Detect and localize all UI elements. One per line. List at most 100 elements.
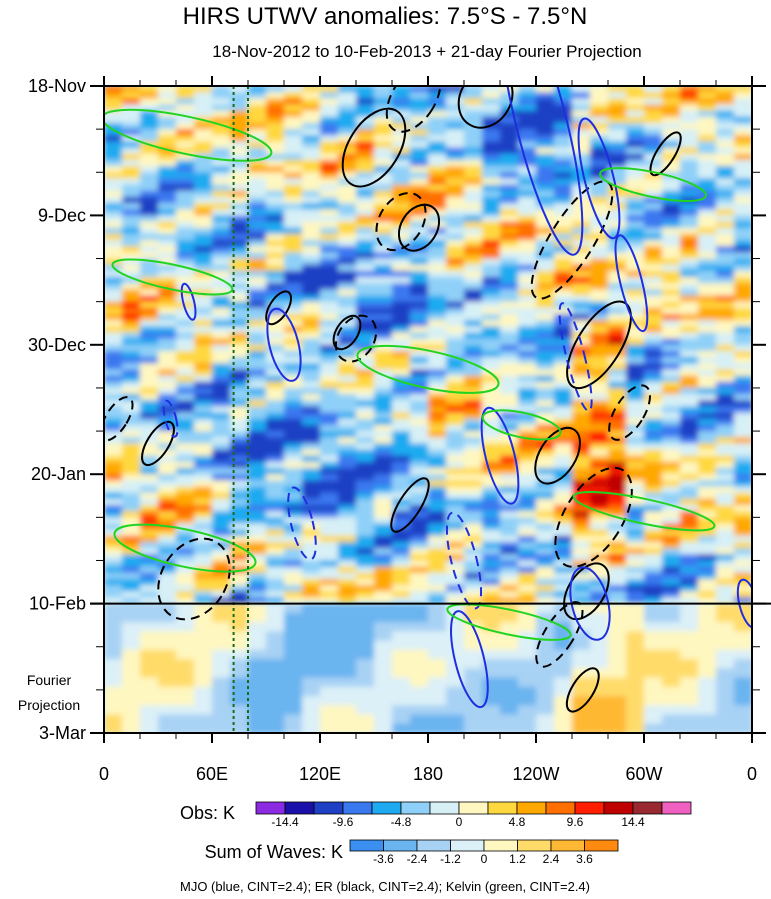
heatmap-cell xyxy=(320,381,339,389)
heatmap-cell xyxy=(410,98,429,106)
heatmap-cell xyxy=(626,387,645,395)
heatmap-cell xyxy=(284,535,303,543)
heatmap-cell xyxy=(734,135,752,143)
heatmap-cell xyxy=(176,203,195,211)
heatmap-cell xyxy=(500,535,519,543)
heatmap-cell xyxy=(302,431,321,439)
projection-cell xyxy=(104,622,123,633)
heatmap-cell xyxy=(572,252,591,260)
heatmap-cell xyxy=(536,554,555,562)
heatmap-cell xyxy=(734,203,752,211)
heatmap-cell xyxy=(572,313,591,321)
heatmap-cell xyxy=(104,449,123,457)
heatmap-cell xyxy=(338,375,357,383)
heatmap-cell xyxy=(122,270,141,278)
heatmap-cell xyxy=(320,240,339,248)
heatmap-cell xyxy=(338,486,357,494)
heatmap-cell xyxy=(302,233,321,241)
heatmap-cell xyxy=(266,350,285,358)
heatmap-cell xyxy=(158,394,177,402)
heatmap-cell xyxy=(554,270,573,278)
heatmap-cell xyxy=(644,535,663,543)
heatmap-cell xyxy=(482,332,501,340)
projection-cell xyxy=(500,659,519,670)
heatmap-cell xyxy=(284,572,303,580)
heatmap-cell xyxy=(302,172,321,180)
heatmap-cell xyxy=(518,548,537,556)
heatmap-cell xyxy=(356,110,375,118)
projection-cell xyxy=(446,640,465,651)
heatmap-cell xyxy=(104,252,123,260)
heatmap-cell xyxy=(140,566,159,574)
heatmap-cell xyxy=(518,369,537,377)
heatmap-cell xyxy=(734,172,752,180)
heatmap-cell xyxy=(104,313,123,321)
heatmap-cell xyxy=(446,363,465,371)
heatmap-cell xyxy=(464,585,483,593)
heatmap-cell xyxy=(320,332,339,340)
heatmap-cell xyxy=(176,98,195,106)
heatmap-cell xyxy=(212,375,231,383)
heatmap-cell xyxy=(140,486,159,494)
projection-cell xyxy=(572,640,591,651)
heatmap-cell xyxy=(698,480,717,488)
heatmap-cell xyxy=(104,381,123,389)
projection-cell xyxy=(392,705,411,716)
heatmap-cell xyxy=(356,455,375,463)
heatmap-cell xyxy=(554,147,573,155)
heatmap-cell xyxy=(338,585,357,593)
heatmap-cell xyxy=(428,511,447,519)
projection-cell xyxy=(446,696,465,707)
heatmap-cell xyxy=(266,104,285,112)
heatmap-cell xyxy=(680,86,699,93)
heatmap-cell xyxy=(320,400,339,408)
heatmap-cell xyxy=(680,332,699,340)
heatmap-cell xyxy=(104,153,123,161)
heatmap-cell xyxy=(212,110,231,118)
heatmap-cell xyxy=(194,511,213,519)
heatmap-cell xyxy=(680,252,699,260)
heatmap-cell xyxy=(158,252,177,260)
heatmap-cell xyxy=(374,394,393,402)
heatmap-cell xyxy=(302,412,321,420)
heatmap-cell xyxy=(392,350,411,358)
heatmap-cell xyxy=(554,375,573,383)
projection-cell xyxy=(680,631,699,642)
heatmap-cell xyxy=(176,424,195,432)
projection-cell xyxy=(284,659,303,670)
heatmap-cell xyxy=(176,455,195,463)
heatmap-cell xyxy=(590,461,609,469)
heatmap-cell xyxy=(662,517,681,525)
heatmap-cell xyxy=(392,597,411,605)
heatmap-cell xyxy=(518,289,537,297)
heatmap-cell xyxy=(392,517,411,525)
heatmap-cell xyxy=(536,190,555,198)
heatmap-cell xyxy=(302,394,321,402)
heatmap-cell xyxy=(374,209,393,217)
projection-cell xyxy=(626,714,645,725)
projection-cell xyxy=(482,723,501,733)
er-contour xyxy=(375,192,427,252)
heatmap-cell xyxy=(536,86,555,93)
projection-cell xyxy=(536,705,555,716)
heatmap-cell xyxy=(248,548,267,556)
heatmap-cell xyxy=(464,227,483,235)
heatmap-cell xyxy=(176,492,195,500)
heatmap-cell xyxy=(158,295,177,303)
projection-cell xyxy=(536,686,555,697)
projection-cell xyxy=(608,705,627,716)
heatmap-cell xyxy=(428,153,447,161)
heatmap-cell xyxy=(662,505,681,512)
heatmap-cell xyxy=(428,585,447,593)
projection-cell xyxy=(266,723,285,733)
heatmap-cell xyxy=(734,505,752,512)
heatmap-cell xyxy=(266,474,285,482)
heatmap-cell xyxy=(698,313,717,321)
heatmap-cell xyxy=(230,277,249,284)
heatmap-cell xyxy=(428,523,447,531)
heatmap-cell xyxy=(392,572,411,580)
heatmap-cell xyxy=(356,387,375,395)
projection-cell xyxy=(482,603,501,614)
heatmap-cell xyxy=(374,116,393,124)
heatmap-cell xyxy=(212,486,231,494)
